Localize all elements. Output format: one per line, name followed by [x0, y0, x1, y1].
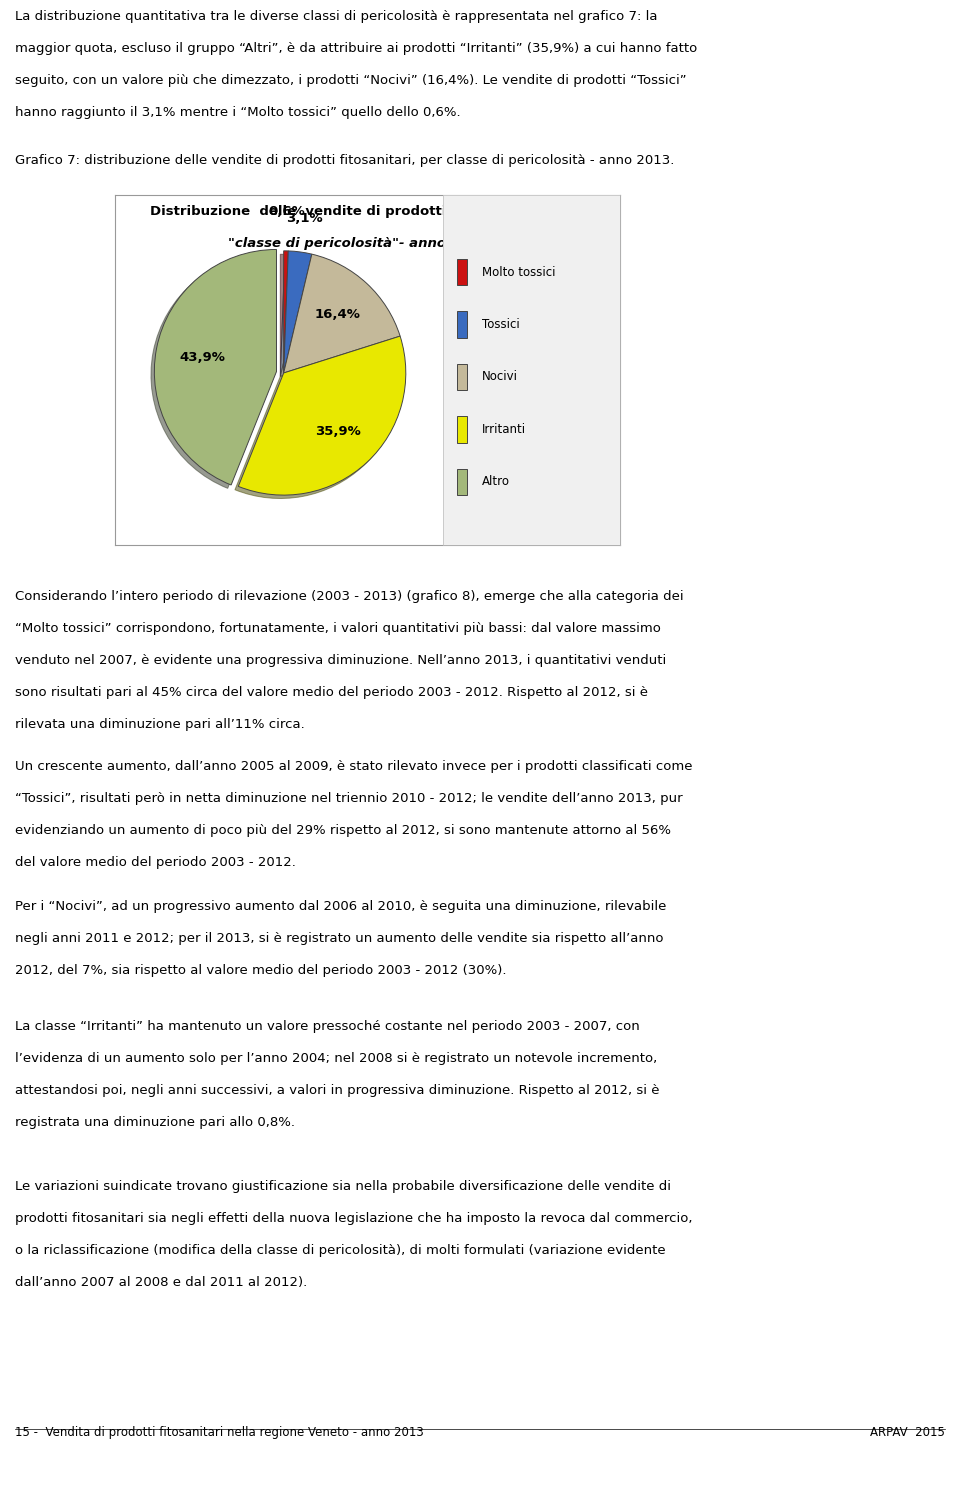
Text: del valore medio del periodo 2003 - 2012.: del valore medio del periodo 2003 - 2012… — [15, 856, 296, 870]
Text: Un crescente aumento, dall’anno 2005 al 2009, è stato rilevato invece per i prod: Un crescente aumento, dall’anno 2005 al … — [15, 759, 692, 773]
Text: 43,9%: 43,9% — [180, 351, 225, 363]
Wedge shape — [155, 250, 276, 485]
Text: dall’anno 2007 al 2008 e dal 2011 al 2012).: dall’anno 2007 al 2008 e dal 2011 al 201… — [15, 1276, 307, 1289]
Text: “Molto tossici” corrispondono, fortunatamente, i valori quantitativi più bassi: : “Molto tossici” corrispondono, fortunata… — [15, 622, 660, 634]
Text: Altro: Altro — [482, 475, 510, 488]
Bar — [457, 311, 467, 338]
Bar — [457, 259, 467, 284]
Text: prodotti fitosanitari sia negli effetti della nuova legislazione che ha imposto : prodotti fitosanitari sia negli effetti … — [15, 1212, 692, 1225]
Text: 3,1%: 3,1% — [286, 211, 324, 225]
Text: 35,9%: 35,9% — [315, 424, 361, 438]
Text: seguito, con un valore più che dimezzato, i prodotti “Nocivi” (16,4%). Le vendit: seguito, con un valore più che dimezzato… — [15, 74, 686, 86]
Text: "classe di pericolosità"- anno 2013: "classe di pericolosità"- anno 2013 — [228, 237, 488, 250]
Text: Irritanti: Irritanti — [482, 423, 526, 436]
Bar — [457, 469, 467, 496]
Text: 2012, del 7%, sia rispetto al valore medio del periodo 2003 - 2012 (30%).: 2012, del 7%, sia rispetto al valore med… — [15, 963, 507, 977]
Text: registrata una diminuzione pari allo 0,8%.: registrata una diminuzione pari allo 0,8… — [15, 1115, 295, 1129]
Text: Distribuzione  delle  vendite di prodotti fitosanitari per: Distribuzione delle vendite di prodotti … — [151, 205, 564, 219]
Text: evidenziando un aumento di poco più del 29% rispetto al 2012, si sono mantenute : evidenziando un aumento di poco più del … — [15, 823, 671, 837]
Bar — [457, 417, 467, 442]
Text: Le variazioni suindicate trovano giustificazione sia nella probabile diversifica: Le variazioni suindicate trovano giustif… — [15, 1179, 671, 1193]
Text: Considerando l’intero periodo di rilevazione (2003 - 2013) (grafico 8), emerge c: Considerando l’intero periodo di rilevaz… — [15, 590, 684, 603]
Wedge shape — [238, 337, 406, 496]
Text: 15 -  Vendita di prodotti fitosanitari nella regione Veneto - anno 2013: 15 - Vendita di prodotti fitosanitari ne… — [15, 1426, 423, 1438]
Text: maggior quota, escluso il gruppo “Altri”, è da attribuire ai prodotti “Irritanti: maggior quota, escluso il gruppo “Altri”… — [15, 42, 697, 55]
Text: Per i “Nocivi”, ad un progressivo aumento dal 2006 al 2010, è seguita una diminu: Per i “Nocivi”, ad un progressivo aument… — [15, 899, 666, 913]
Text: ARPAV  2015: ARPAV 2015 — [870, 1426, 945, 1438]
Text: l’evidenza di un aumento solo per l’anno 2004; nel 2008 si è registrato un notev: l’evidenza di un aumento solo per l’anno… — [15, 1053, 658, 1065]
Text: Grafico 7: distribuzione delle vendite di prodotti fitosanitari, per classe di p: Grafico 7: distribuzione delle vendite d… — [15, 153, 674, 167]
Text: Tossici: Tossici — [482, 319, 520, 331]
Text: La classe “Irritanti” ha mantenuto un valore pressoché costante nel periodo 2003: La classe “Irritanti” ha mantenuto un va… — [15, 1020, 639, 1033]
Wedge shape — [283, 252, 312, 372]
Text: attestandosi poi, negli anni successivi, a valori in progressiva diminuzione. Ri: attestandosi poi, negli anni successivi,… — [15, 1084, 660, 1097]
Wedge shape — [283, 250, 288, 372]
Text: negli anni 2011 e 2012; per il 2013, si è registrato un aumento delle vendite si: negli anni 2011 e 2012; per il 2013, si … — [15, 932, 663, 946]
Text: 16,4%: 16,4% — [315, 308, 361, 322]
Bar — [457, 363, 467, 390]
Wedge shape — [283, 255, 400, 372]
Text: Molto tossici: Molto tossici — [482, 265, 556, 278]
Text: Nocivi: Nocivi — [482, 371, 518, 384]
Text: rilevata una diminuzione pari all’11% circa.: rilevata una diminuzione pari all’11% ci… — [15, 718, 304, 731]
Text: hanno raggiunto il 3,1% mentre i “Molto tossici” quello dello 0,6%.: hanno raggiunto il 3,1% mentre i “Molto … — [15, 106, 461, 119]
Text: o la riclassificazione (modifica della classe di pericolosità), di molti formula: o la riclassificazione (modifica della c… — [15, 1243, 665, 1257]
Text: La distribuzione quantitativa tra le diverse classi di pericolosità è rappresent: La distribuzione quantitativa tra le div… — [15, 10, 658, 22]
Text: “Tossici”, risultati però in netta diminuzione nel triennio 2010 - 2012; le vend: “Tossici”, risultati però in netta dimin… — [15, 792, 683, 806]
Text: 0,6%: 0,6% — [269, 205, 305, 219]
Text: venduto nel 2007, è evidente una progressiva diminuzione. Nell’anno 2013, i quan: venduto nel 2007, è evidente una progres… — [15, 654, 666, 667]
Text: sono risultati pari al 45% circa del valore medio del periodo 2003 - 2012. Rispe: sono risultati pari al 45% circa del val… — [15, 686, 648, 698]
